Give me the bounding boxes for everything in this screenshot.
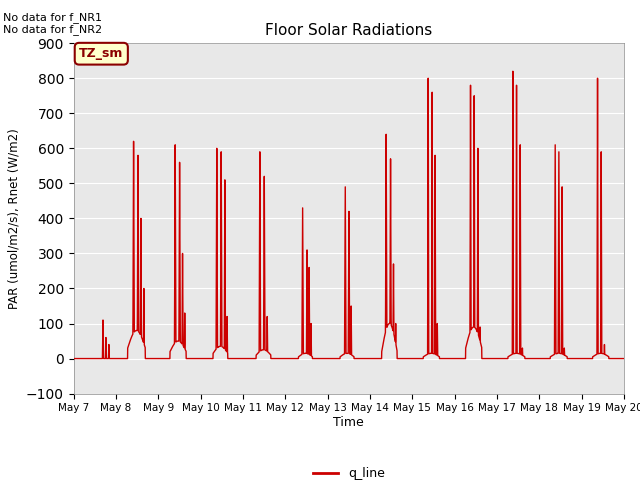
X-axis label: Time: Time	[333, 416, 364, 429]
Legend: q_line: q_line	[308, 462, 390, 480]
Text: TZ_sm: TZ_sm	[79, 47, 124, 60]
Title: Floor Solar Radiations: Floor Solar Radiations	[265, 23, 433, 38]
Text: No data for f_NR2: No data for f_NR2	[3, 24, 102, 35]
Text: No data for f_NR1: No data for f_NR1	[3, 12, 102, 23]
Y-axis label: PAR (umol/m2/s), Rnet (W/m2): PAR (umol/m2/s), Rnet (W/m2)	[7, 128, 20, 309]
